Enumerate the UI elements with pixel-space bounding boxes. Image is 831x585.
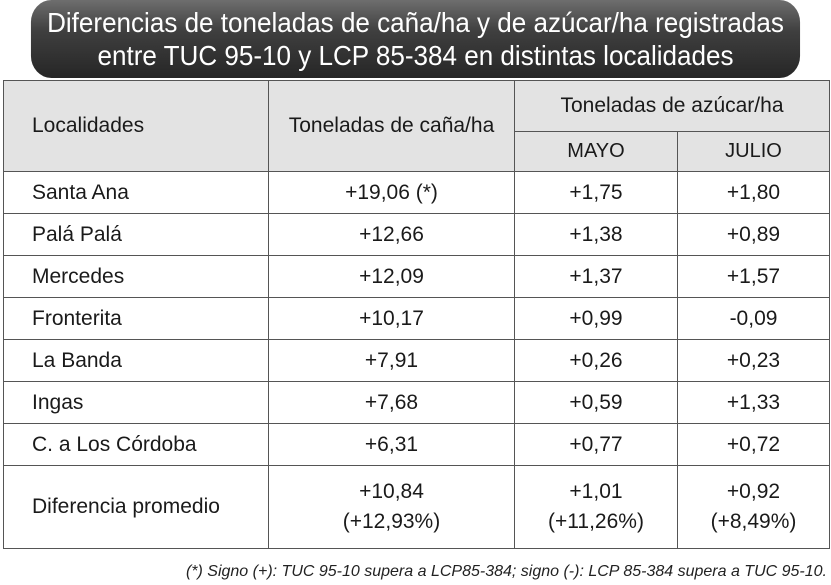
- table-row: Palá Palá +12,66 +1,38 +0,89: [3, 213, 830, 256]
- cell-localidad: C. a Los Córdoba: [3, 423, 269, 466]
- table-row: Fronterita +10,17 +0,99 -0,09: [3, 297, 830, 340]
- cell-mayo: +0,59: [514, 381, 678, 424]
- cell-localidad: Fronterita: [3, 297, 269, 340]
- cell-localidad: Mercedes: [3, 255, 269, 298]
- cell-julio: +0,89: [677, 213, 830, 256]
- average-mayo-percent: (+11,26%): [548, 510, 644, 533]
- title-line-2: entre TUC 95-10 y LCP 85-384 en distinta…: [97, 40, 734, 71]
- table-row: Ingas +7,68 +0,59 +1,33: [3, 381, 830, 424]
- cell-mayo: +0,99: [514, 297, 678, 340]
- data-table: Localidades Toneladas de caña/ha Tonelad…: [3, 80, 830, 549]
- cell-cana: +19,06 (*): [268, 171, 515, 214]
- cell-cana: +12,66: [268, 213, 515, 256]
- cell-julio: -0,09: [677, 297, 830, 340]
- cell-localidad: Santa Ana: [3, 171, 269, 214]
- cell-julio: +1,80: [677, 171, 830, 214]
- table-row: La Banda +7,91 +0,26 +0,23: [3, 339, 830, 382]
- cell-cana: +6,31: [268, 423, 515, 466]
- header-azucar: Toneladas de azúcar/ha: [514, 80, 830, 132]
- average-cana-percent: (+12,93%): [342, 510, 441, 533]
- cell-average-julio: +0,92 (+8,49%): [677, 465, 830, 549]
- footnote: (*) Signo (+): TUC 95-10 supera a LCP85-…: [185, 563, 827, 580]
- title-line-1: Diferencias de toneladas de caña/ha y de…: [47, 7, 784, 38]
- cell-mayo: +1,75: [514, 171, 678, 214]
- cell-mayo: +1,37: [514, 255, 678, 298]
- cell-julio: +1,57: [677, 255, 830, 298]
- cell-mayo: +0,77: [514, 423, 678, 466]
- cell-cana: +10,17: [268, 297, 515, 340]
- average-julio-value: +0,92: [726, 480, 781, 503]
- cell-cana: +7,91: [268, 339, 515, 382]
- cell-average-cana: +10,84 (+12,93%): [268, 465, 515, 549]
- header-cana: Toneladas de caña/ha: [268, 80, 515, 172]
- average-cana-value: +10,84: [359, 480, 424, 503]
- cell-cana: +7,68: [268, 381, 515, 424]
- cell-julio: +0,23: [677, 339, 830, 382]
- header-julio: JULIO: [677, 131, 830, 172]
- cell-localidad: Palá Palá: [3, 213, 269, 256]
- cell-localidad: La Banda: [3, 339, 269, 382]
- cell-julio: +0,72: [677, 423, 830, 466]
- cell-localidad: Ingas: [3, 381, 269, 424]
- cell-cana: +12,09: [268, 255, 515, 298]
- average-julio-percent: (+8,49%): [710, 510, 797, 533]
- header-mayo: MAYO: [514, 131, 678, 172]
- table-row: C. a Los Córdoba +6,31 +0,77 +0,72: [3, 423, 830, 466]
- table-row: Santa Ana +19,06 (*) +1,75 +1,80: [3, 171, 830, 214]
- table-row: Mercedes +12,09 +1,37 +1,57: [3, 255, 830, 298]
- average-mayo-value: +1,01: [569, 480, 623, 503]
- average-row: Diferencia promedio +10,84 (+12,93%) +1,…: [3, 465, 830, 549]
- title-banner: Diferencias de toneladas de caña/ha y de…: [30, 0, 801, 78]
- cell-mayo: +1,38: [514, 213, 678, 256]
- cell-average-mayo: +1,01 (+11,26%): [514, 465, 678, 549]
- cell-average-label: Diferencia promedio: [3, 465, 269, 549]
- cell-mayo: +0,26: [514, 339, 678, 382]
- header-localidades: Localidades: [3, 80, 269, 172]
- cell-julio: +1,33: [677, 381, 830, 424]
